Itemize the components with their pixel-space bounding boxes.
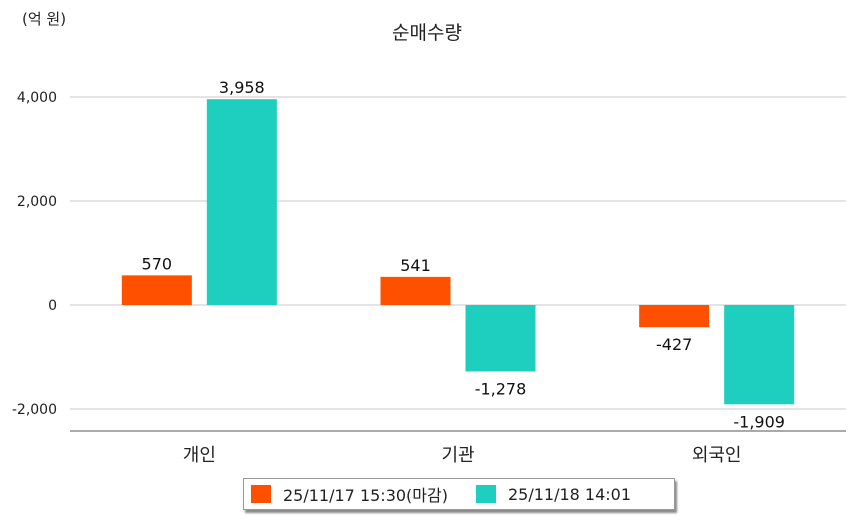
data-label: 541: [400, 256, 431, 275]
legend-item-series-1[interactable]: 25/11/17 15:30(마감): [251, 482, 448, 506]
bar-chart: 4,000 2,000 0 -2,000 570 541 -427 3,958 -1,278 -1…: [12, 78, 846, 466]
data-label: -427: [656, 335, 692, 354]
bar-1-2[interactable]: [380, 276, 451, 305]
bar-1-1[interactable]: [121, 275, 192, 305]
y-tick-label: 2,000: [17, 194, 57, 210]
bar-1-3[interactable]: [639, 305, 710, 328]
data-label: 570: [142, 254, 173, 273]
legend-label-series-1: 25/11/17 15:30(마감): [283, 486, 448, 505]
category-label: 기관: [441, 445, 474, 466]
y-tick-label: -2,000: [12, 402, 57, 418]
legend-label-series-2: 25/11/18 14:01: [507, 484, 632, 504]
legend: 25/11/17 15:30(마감) 25/11/18 14:01: [243, 478, 675, 510]
category-label: 외국인: [692, 445, 742, 466]
y-tick-label: 4,000: [17, 90, 57, 106]
legend-swatch-series-1: [251, 485, 271, 503]
legend-swatch-series-2: [475, 485, 496, 503]
bar-2-3[interactable]: [724, 305, 795, 405]
data-label: 3,958: [219, 78, 265, 97]
unit-label: (억 원): [22, 10, 67, 28]
category-label: 개인: [183, 445, 216, 466]
chart-title: 순매수량: [392, 22, 462, 44]
bar-2-2[interactable]: [465, 305, 536, 372]
y-tick-label: 0: [48, 298, 57, 314]
data-label: -1,909: [733, 412, 785, 431]
legend-item-series-2[interactable]: 25/11/18 14:01: [475, 484, 632, 504]
bar-2-1[interactable]: [206, 99, 277, 306]
data-label: -1,278: [475, 379, 527, 398]
